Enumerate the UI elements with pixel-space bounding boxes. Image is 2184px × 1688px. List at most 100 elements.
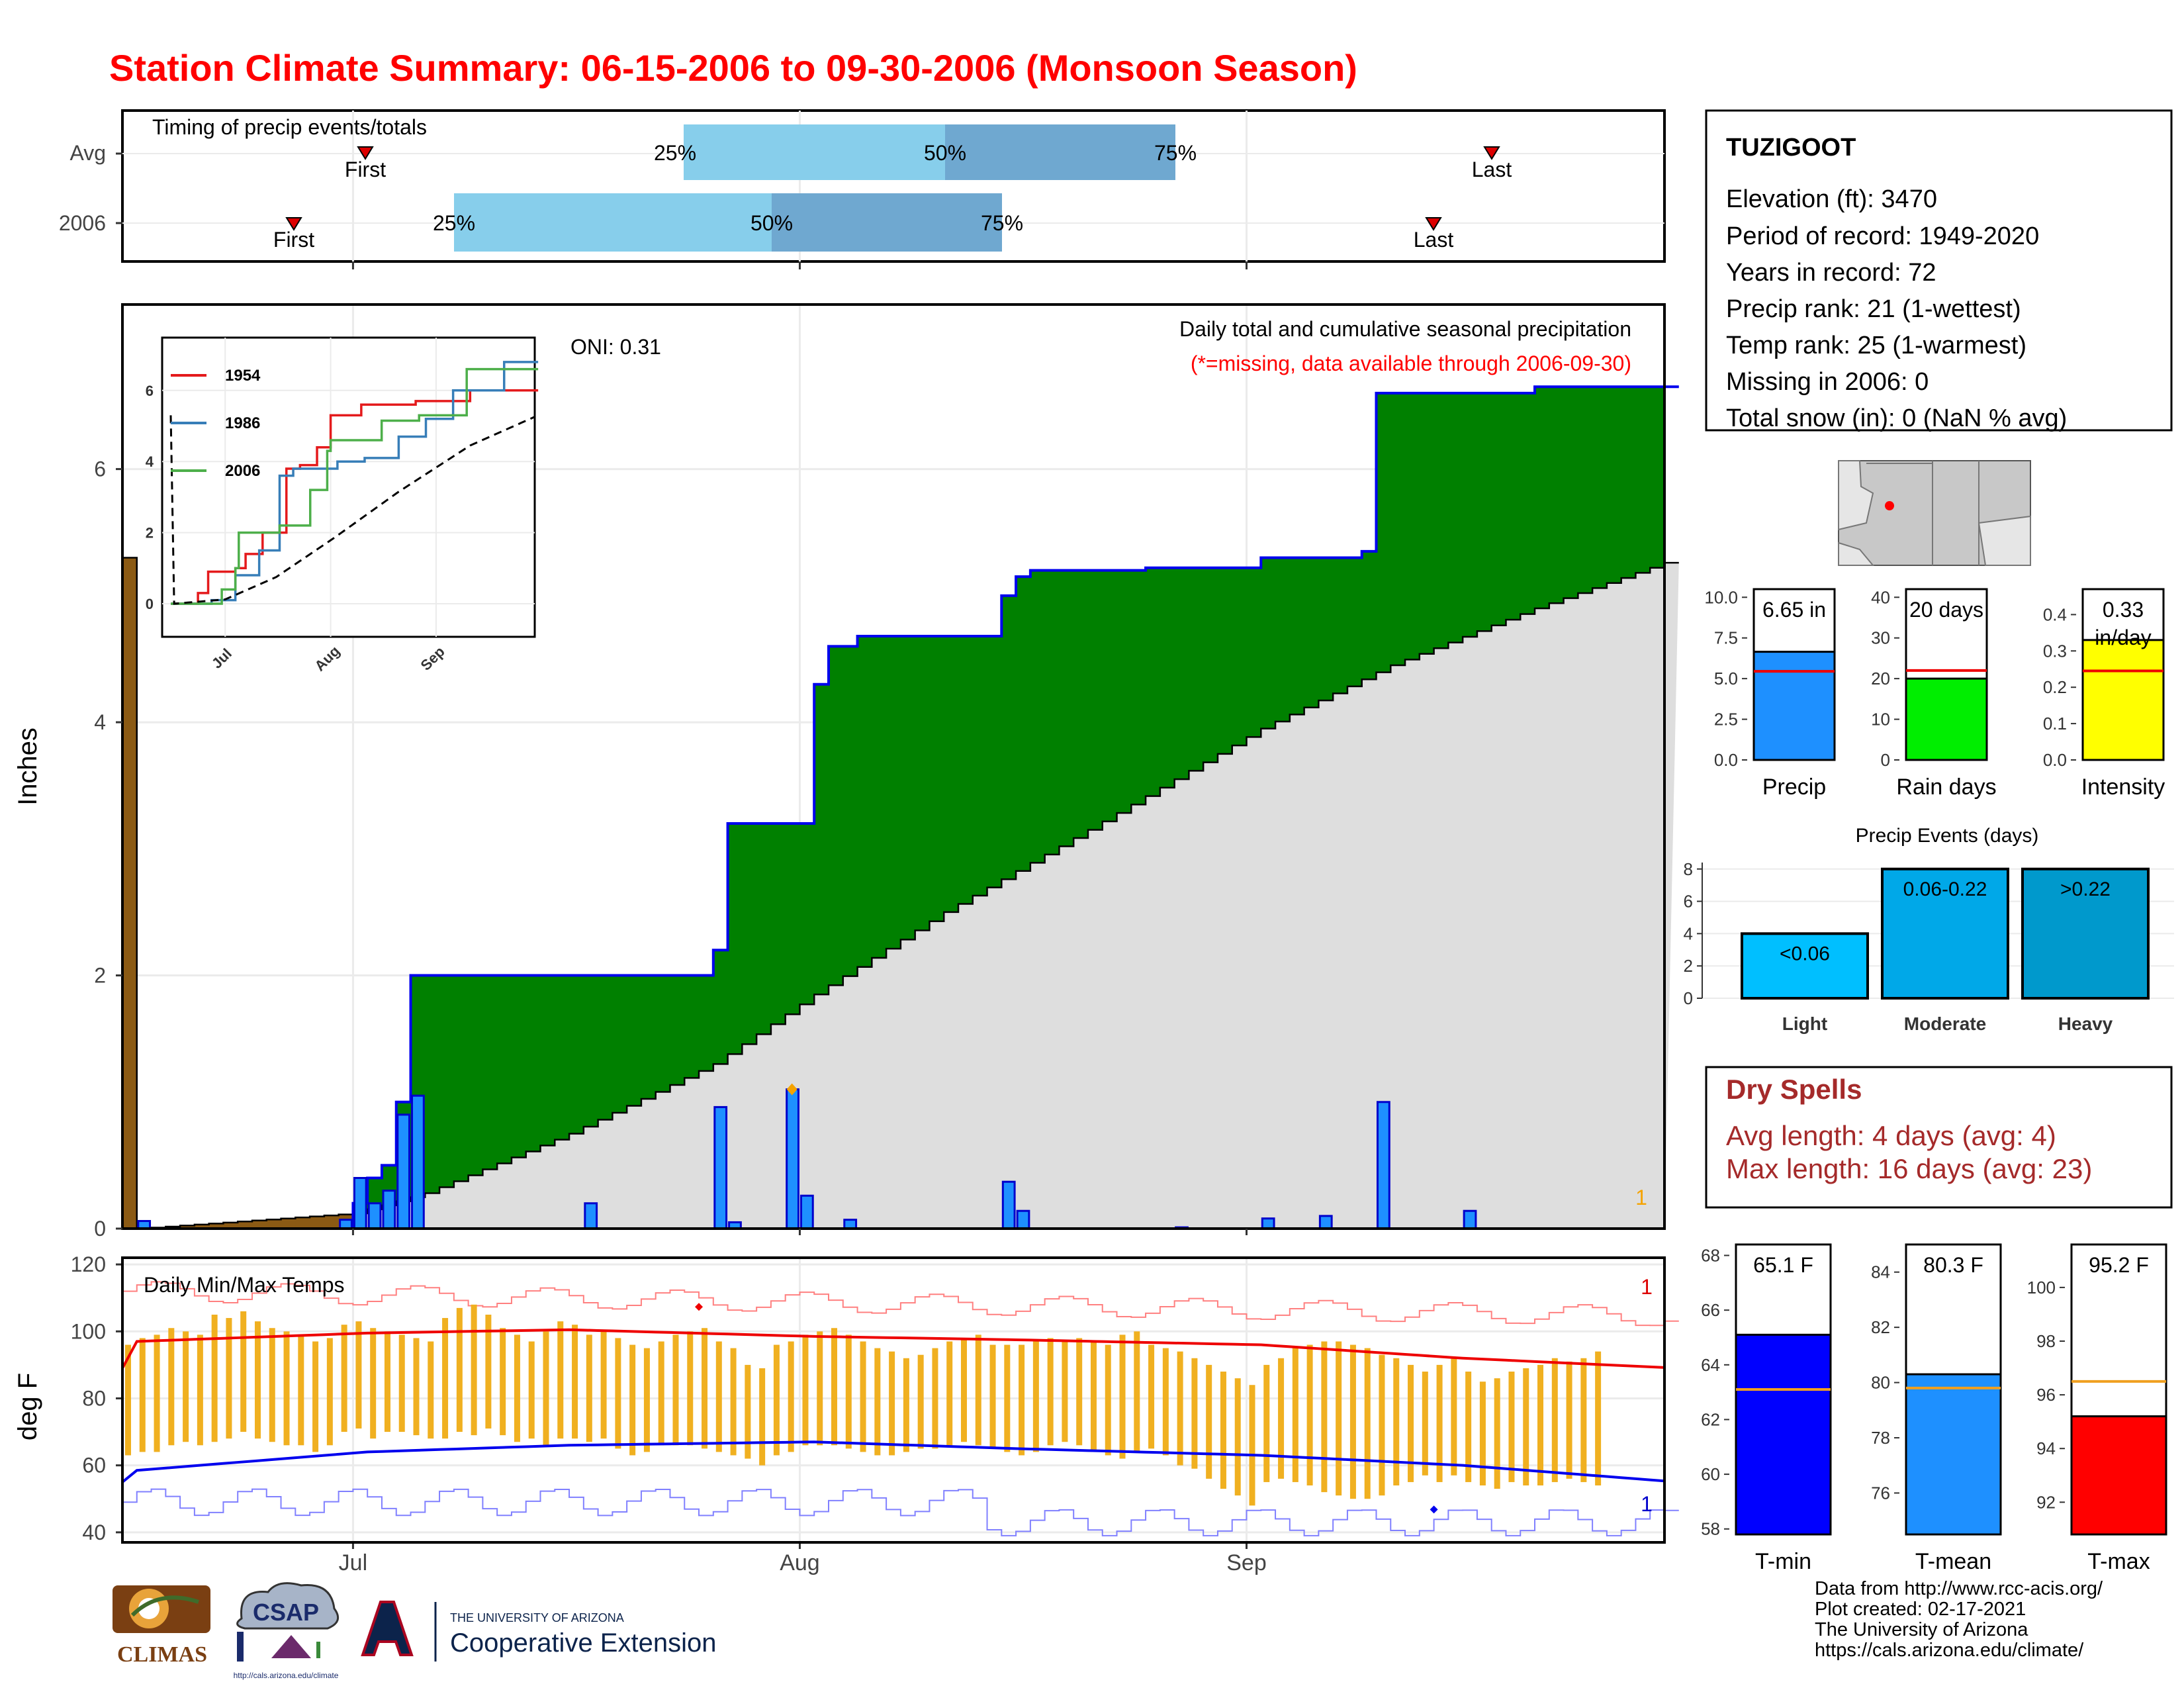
- surplus-band: [1535, 387, 1550, 608]
- summary-value-label: 20 days: [1909, 598, 1983, 622]
- csap-logo: CSAP http://cals.arizona.edu/climate: [234, 1582, 340, 1680]
- daily-temp-bar: [1263, 1364, 1270, 1482]
- surplus-band: [972, 636, 988, 896]
- observed-cumulative-line: [122, 385, 1679, 1230]
- summary-value-label: 80.3 F: [1923, 1253, 1983, 1277]
- surplus-band: [1463, 393, 1478, 637]
- surplus-band: [1232, 567, 1248, 746]
- surplus-band: [1203, 567, 1218, 763]
- daily-temp-bar: [500, 1328, 506, 1436]
- summary-tick-label: 62: [1701, 1409, 1720, 1429]
- deficit-band: [295, 1217, 310, 1229]
- surplus-band: [439, 975, 455, 1188]
- daily-temp-bar: [1134, 1331, 1140, 1452]
- daily-temp-bar: [802, 1335, 809, 1446]
- climas-logo: CLIMAS: [113, 1585, 210, 1667]
- daily-temp-bar: [715, 1341, 722, 1452]
- surplus-band: [1246, 567, 1261, 737]
- daily-temp-bar: [154, 1335, 160, 1452]
- surplus-band: [670, 975, 685, 1085]
- summary-value-bar: [1735, 1333, 1832, 1536]
- surplus-band: [1102, 570, 1118, 821]
- surplus-band: [511, 975, 527, 1158]
- daily-temp-bar: [1220, 1372, 1226, 1489]
- surplus-band: [1073, 570, 1089, 839]
- surplus-band: [886, 636, 901, 949]
- daily-temp-bar: [1162, 1348, 1169, 1456]
- intensity-chart: 0.33 in/day 0.0 0.1 0.2 0.3 0.4 Intensity: [2043, 588, 2165, 800]
- surplus-band: [1405, 393, 1420, 660]
- surplus-band: [1174, 567, 1190, 780]
- daily-temp-bar: [226, 1318, 232, 1439]
- daily-temp-bar: [355, 1321, 362, 1429]
- daily-temp-bar: [283, 1331, 290, 1446]
- daily-temp-bar: [1494, 1378, 1500, 1489]
- surplus-band: [1333, 557, 1348, 694]
- surplus-band: [1433, 393, 1449, 649]
- temp-y-tick-label: 40: [82, 1521, 106, 1544]
- surplus-band: [1059, 570, 1074, 847]
- surplus-band: [1491, 393, 1507, 626]
- daily-precip-bar: [1463, 1209, 1477, 1230]
- daily-temp-bar: [183, 1331, 189, 1442]
- summary-tick-label: 0.3: [2043, 641, 2067, 661]
- daily-temp-bar: [471, 1304, 477, 1436]
- daily-temp-bar: [643, 1348, 650, 1452]
- surplus-band: [684, 975, 700, 1078]
- x-tick-label: Jul: [339, 1550, 367, 1575]
- daily-precip-bar: [396, 1113, 411, 1230]
- daily-precip-bar: [1001, 1180, 1016, 1230]
- surplus-band: [900, 636, 916, 940]
- events-bar: [2021, 867, 2150, 1000]
- surplus-band: [1160, 567, 1175, 788]
- summary-tick-label: 40: [1871, 587, 1890, 607]
- events-bar-label: Moderate: [1904, 1013, 1986, 1034]
- inset-series-2006: [171, 367, 539, 605]
- timing-2006-p50: 50%: [751, 211, 793, 235]
- surplus-band: [1318, 557, 1334, 701]
- summary-tick-label: 10: [1871, 710, 1890, 729]
- daily-temp-bar: [586, 1335, 592, 1442]
- surplus-band: [1146, 567, 1161, 796]
- summary-tick-label: 68: [1701, 1246, 1720, 1266]
- timing-avg-last-marker: [1483, 146, 1500, 160]
- surplus-band: [598, 975, 613, 1120]
- events-tick-label: 6: [1684, 892, 1693, 912]
- surplus-band: [1347, 557, 1363, 686]
- surplus-band: [1044, 570, 1060, 855]
- events-tick-label: 8: [1684, 859, 1693, 879]
- surplus-band: [1592, 387, 1608, 588]
- summary-tick-label: 0.2: [2043, 677, 2067, 697]
- inset-y-tick-label: 4: [146, 453, 154, 470]
- daily-temp-bar: [1349, 1344, 1356, 1499]
- summary-tick-label: 82: [1871, 1317, 1890, 1337]
- surplus-band: [1261, 557, 1276, 729]
- timing-avg-last-label: Last: [1472, 158, 1512, 181]
- summary-tick-label: 20: [1871, 669, 1890, 688]
- summary-tick-label: 64: [1701, 1355, 1720, 1375]
- inset-y-tick-label: 0: [146, 596, 154, 612]
- temp-mean-chart: 80.3 F 76 78 80 82 84 T-mean: [1871, 1243, 2002, 1574]
- summary-tick-label: 58: [1701, 1519, 1720, 1539]
- daily-temp-bar: [658, 1341, 664, 1446]
- temp-y-tick-label: 80: [82, 1386, 106, 1410]
- temp-panel-label: Daily Min/Max Temps: [144, 1273, 344, 1297]
- surplus-band: [929, 636, 944, 921]
- dry-spells-box: Dry Spells Avg length: 4 days (avg: 4) M…: [1705, 1066, 2173, 1209]
- daily-temp-bar: [1465, 1372, 1472, 1482]
- avg-min-line: [121, 1440, 1665, 1483]
- timing-avg-p25: 25%: [654, 141, 696, 165]
- surplus-band: [1016, 577, 1031, 871]
- daily-temp-bar: [860, 1341, 866, 1452]
- inset-legend-label: 2006: [225, 462, 260, 480]
- station-name: TUZIGOOT: [1726, 134, 1856, 162]
- missing-note: (*=missing, data available through 2006-…: [1191, 352, 1631, 375]
- timing-avg-p75: 75%: [1154, 141, 1197, 165]
- page-title: Station Climate Summary: 06-15-2006 to 0…: [109, 47, 1357, 89]
- inset-legend-label: 1986: [225, 414, 260, 432]
- daily-temp-bar: [413, 1338, 420, 1436]
- daily-temp-bar: [211, 1315, 218, 1442]
- surplus-band: [525, 975, 541, 1152]
- daily-temp-bar: [889, 1351, 895, 1456]
